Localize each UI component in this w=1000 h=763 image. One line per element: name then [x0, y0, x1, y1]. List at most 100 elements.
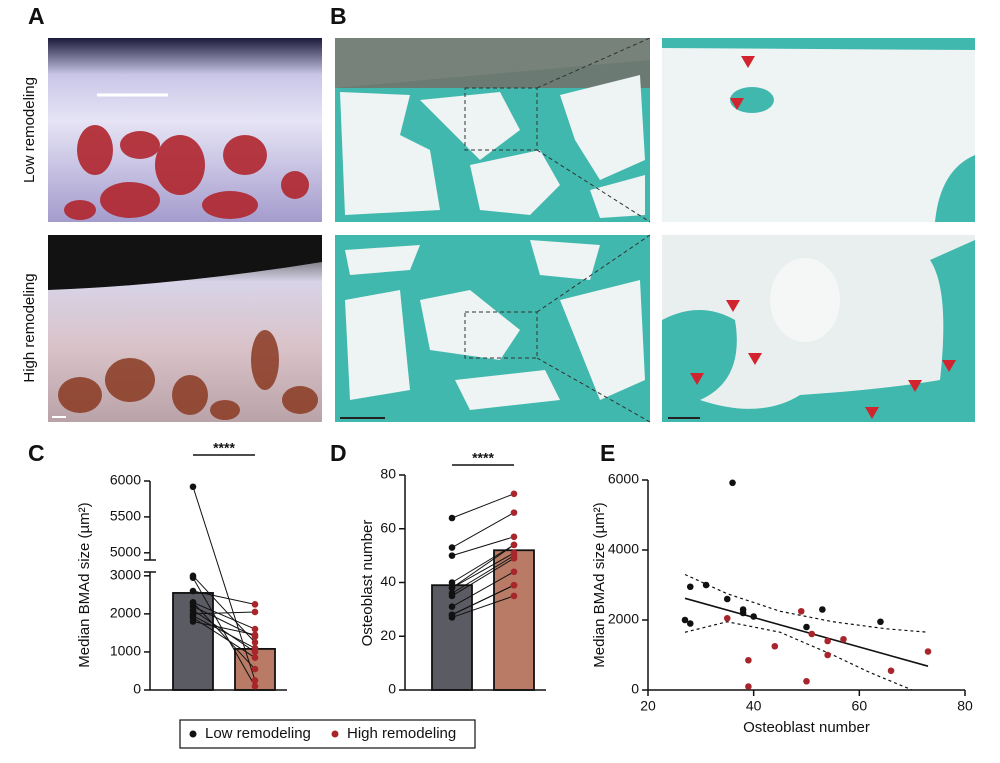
- pair-line: [451, 557, 515, 597]
- legend-label: High remodeling: [347, 725, 456, 742]
- data-point: [189, 572, 197, 580]
- data-point: [251, 654, 259, 661]
- data-point: [448, 552, 456, 559]
- pair-line: [451, 595, 515, 618]
- y-tick-label: 1000: [110, 643, 141, 659]
- y-tick-label: 0: [133, 681, 141, 697]
- pair-line: [451, 544, 515, 583]
- significance-label: ****: [472, 450, 494, 466]
- marrow-space: [340, 75, 645, 218]
- pair-line: [451, 493, 515, 519]
- y-tick-label: 2000: [110, 605, 141, 621]
- data-point: [819, 606, 826, 613]
- data-point: [803, 677, 810, 685]
- cartilage: [335, 38, 650, 88]
- data-point: [745, 683, 752, 690]
- data-point: [251, 682, 259, 690]
- data-point: [510, 568, 518, 576]
- data-point: [448, 579, 456, 586]
- pair-line: [192, 617, 256, 659]
- panel-b-images: [335, 37, 975, 423]
- data-point: [840, 635, 847, 643]
- data-point: [771, 642, 779, 650]
- data-point: [723, 614, 731, 622]
- data-point: [510, 581, 518, 589]
- pair-line: [451, 571, 515, 608]
- data-point: [803, 623, 810, 631]
- data-point: [448, 584, 456, 592]
- pair-line: [451, 555, 515, 594]
- panel-label: C: [28, 440, 45, 466]
- data-point: [448, 603, 456, 610]
- zoom-indicators: [464, 37, 651, 423]
- data-point: [189, 587, 197, 595]
- pair-line: [451, 536, 515, 557]
- panel-a-images: [48, 38, 322, 422]
- bone: [730, 87, 774, 113]
- data-point: [251, 677, 259, 684]
- panel-label: D: [330, 440, 347, 466]
- data-point: [448, 544, 456, 551]
- significance-label: ****: [213, 440, 235, 456]
- pair-line: [451, 552, 515, 589]
- stain-blobs: [58, 330, 318, 420]
- marrow-space: [345, 240, 645, 410]
- y-axis-label: Median BMAd size (µm²): [591, 502, 608, 667]
- y-tick-label: 6000: [110, 472, 141, 488]
- confidence-band: [684, 573, 929, 633]
- data-point: [189, 483, 197, 491]
- y-tick-label: 2000: [608, 611, 639, 627]
- legend-marker: [331, 730, 339, 738]
- pair-line: [192, 602, 256, 670]
- data-point: [189, 599, 197, 606]
- pair-line: [192, 615, 256, 649]
- legend-marker: [189, 730, 197, 738]
- data-point: [510, 541, 518, 549]
- micrograph: [662, 38, 975, 222]
- data-point: [808, 630, 816, 638]
- y-tick-label: 0: [388, 681, 396, 697]
- y-tick-label: 40: [380, 573, 396, 589]
- data-point: [510, 549, 518, 557]
- pair-line: [451, 544, 515, 589]
- x-tick-label: 20: [640, 698, 656, 714]
- data-point: [251, 665, 259, 673]
- data-point: [251, 631, 259, 639]
- data-point: [189, 606, 197, 614]
- data-point: [729, 479, 736, 487]
- pair-line: [192, 601, 256, 630]
- data-point: [702, 581, 710, 589]
- y-tick-label: 5500: [110, 508, 141, 524]
- pair-line: [192, 609, 256, 653]
- x-tick-label: 60: [852, 698, 868, 714]
- data-point: [824, 637, 831, 645]
- y-axis-label: Median BMAd size (µm²): [76, 502, 93, 667]
- bone: [662, 240, 975, 422]
- pair-line: [192, 590, 256, 605]
- regression-line: [684, 597, 929, 667]
- data-point: [189, 612, 197, 620]
- panel-label: E: [600, 440, 615, 466]
- pair-line: [192, 620, 256, 636]
- osteoblast-markers: [690, 56, 956, 419]
- data-point: [448, 589, 456, 597]
- data-point: [686, 583, 694, 591]
- row-label: High remodeling: [21, 273, 38, 382]
- data-point: [510, 533, 518, 541]
- x-tick-label: 40: [746, 698, 762, 714]
- y-tick-label: 4000: [608, 541, 639, 557]
- stain-blobs: [64, 125, 309, 220]
- data-point: [681, 616, 689, 624]
- data-point: [877, 618, 884, 626]
- data-point: [686, 620, 694, 627]
- legend-label: Low remodeling: [205, 725, 311, 742]
- pair-line: [451, 584, 515, 616]
- legend-box: [179, 719, 476, 749]
- data-point: [510, 490, 518, 498]
- data-point: [251, 644, 259, 652]
- y-tick-label: 60: [380, 519, 396, 535]
- y-tick-label: 3000: [110, 567, 141, 583]
- x-tick-label: 80: [957, 698, 973, 714]
- y-tick-label: 5000: [110, 544, 141, 560]
